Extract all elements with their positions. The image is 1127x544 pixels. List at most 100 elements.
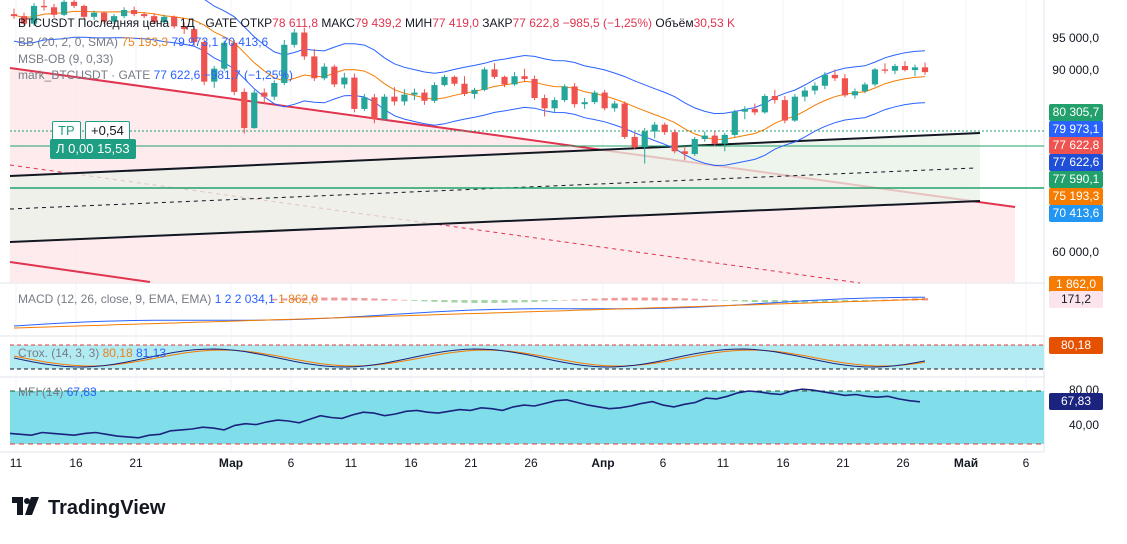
candle-down: [451, 76, 458, 84]
macd-histogram-bar: [871, 300, 879, 301]
macd-histogram-bar: [761, 300, 768, 303]
mark-legend[interactable]: mark_BTCUSDT · GATE 77 622,6 −981,7 (−1,…: [18, 68, 293, 83]
position-box[interactable]: Л 0,00 15,53: [50, 139, 136, 159]
candle-up: [291, 32, 298, 45]
bb-lower-line: [13, 36, 926, 167]
candle-up: [481, 69, 488, 90]
price-box-high: 80 305,7: [1049, 104, 1103, 121]
msb-label: MSB-OB (9, 0,33): [18, 52, 114, 66]
macd-histogram-bar: [601, 298, 608, 301]
macd-histogram-bar: [811, 300, 818, 303]
candle-down: [311, 56, 318, 79]
candle-up: [401, 94, 408, 102]
bb-basis-line: [13, 10, 926, 141]
macd-histogram-bar: [471, 300, 478, 303]
macd-histogram-bar: [651, 297, 658, 301]
time-tick: 11: [9, 456, 23, 470]
candle-down: [241, 91, 248, 129]
mark-label: mark_BTCUSDT · GATE: [18, 68, 151, 82]
candle-down: [151, 16, 158, 23]
macd-legend[interactable]: MACD (12, 26, close, 9, EMA, EMA) 1 2 2 …: [18, 292, 318, 307]
candle-down: [501, 76, 508, 85]
candle-down: [351, 77, 358, 109]
candle-up: [221, 42, 228, 69]
candle-down: [40, 5, 48, 8]
candle-down: [831, 74, 839, 79]
sl-value: 0,00: [68, 141, 94, 156]
candle-down: [20, 16, 28, 24]
mfi-box: 67,83: [1049, 393, 1103, 410]
price-box-level: 77 590,1: [1049, 171, 1103, 188]
candle-up: [441, 76, 448, 86]
position-prefix: Л: [56, 141, 65, 156]
macd-histogram-bar: [361, 298, 368, 301]
candle-up: [30, 5, 38, 24]
legend-symbol[interactable]: BTCUSDT: [18, 16, 75, 30]
candle-down: [491, 69, 498, 77]
macd-box-signal: 1 862,0: [1049, 276, 1103, 293]
candle-up: [611, 103, 618, 109]
mfi-legend[interactable]: MFI (14) 67,83: [18, 385, 97, 400]
macd-histogram-bar: [351, 297, 358, 301]
candle-up: [381, 96, 388, 120]
macd-histogram-bar: [681, 298, 688, 301]
macd-histogram-bar: [841, 300, 849, 303]
macd-box-hist: 171,2: [1049, 291, 1103, 308]
mfi-tick: 40,00: [1068, 418, 1099, 432]
bb-legend[interactable]: BB (20, 2, 0, SMA) 75 193,3 79 973,1 70 …: [18, 35, 268, 50]
candle-down: [10, 14, 18, 17]
time-tick: Апр: [591, 456, 615, 470]
main-legend: BTCUSDT Последняя цена · 1Д · GATE ОТКР7…: [18, 16, 735, 30]
candle-up: [431, 85, 438, 101]
macd-histogram-bar: [621, 297, 628, 301]
macd-histogram-bar: [831, 300, 839, 303]
candle-up: [761, 95, 768, 113]
macd-histogram-bar: [481, 300, 488, 303]
time-tick: 21: [129, 456, 143, 470]
macd-histogram-bar: [671, 297, 678, 301]
trend-mid-line: [9, 164, 861, 284]
candle-up: [861, 84, 869, 92]
macd-histogram-bar: [371, 298, 378, 301]
candle-down: [141, 14, 148, 17]
candle-up: [211, 68, 218, 82]
candle-down: [881, 69, 889, 71]
candle-up: [511, 76, 518, 85]
macd-histogram-bar: [691, 298, 698, 301]
brand-name: TradingView: [48, 497, 166, 519]
candle-up: [60, 1, 68, 15]
macd-histogram-bar: [801, 300, 808, 303]
stoch-box: 80,18: [1049, 337, 1103, 354]
candle-down: [331, 66, 338, 85]
candle-down: [541, 98, 548, 109]
macd-value-2: 2 034,1: [234, 292, 275, 306]
candle-up: [851, 91, 859, 96]
candle-down: [100, 12, 108, 22]
bb-basis-value: 75 193,3: [121, 35, 169, 49]
channel-lower: [9, 200, 981, 243]
macd-histogram-bar: [561, 299, 568, 301]
price-tick: 90 000,0: [1052, 63, 1099, 77]
tp-value: +0,54: [91, 123, 124, 138]
tp-label-box[interactable]: TP: [52, 121, 81, 141]
macd-histogram-bar: [331, 297, 338, 301]
tradingview-logo[interactable]: TradingView: [12, 497, 165, 520]
stoch-legend[interactable]: Стох. (14, 3, 3) 80,18 81,13: [18, 346, 166, 361]
candle-down: [131, 10, 138, 15]
candle-up: [471, 89, 478, 94]
macd-histogram-bar: [861, 300, 869, 302]
macd-histogram-bar: [411, 300, 418, 301]
time-tick: 26: [524, 456, 538, 470]
legend-close: 77 622,8: [512, 16, 560, 30]
candle-up: [341, 77, 348, 85]
macd-histogram-bar: [741, 300, 748, 302]
macd-histogram-bar: [631, 297, 638, 301]
legend-interval: 1Д: [179, 16, 195, 30]
candle-up: [121, 10, 128, 17]
legend-high-label: МАКС: [321, 16, 355, 30]
time-tick: Май: [953, 456, 979, 470]
candle-up: [891, 65, 899, 71]
msb-legend[interactable]: MSB-OB (9, 0,33): [18, 52, 113, 67]
